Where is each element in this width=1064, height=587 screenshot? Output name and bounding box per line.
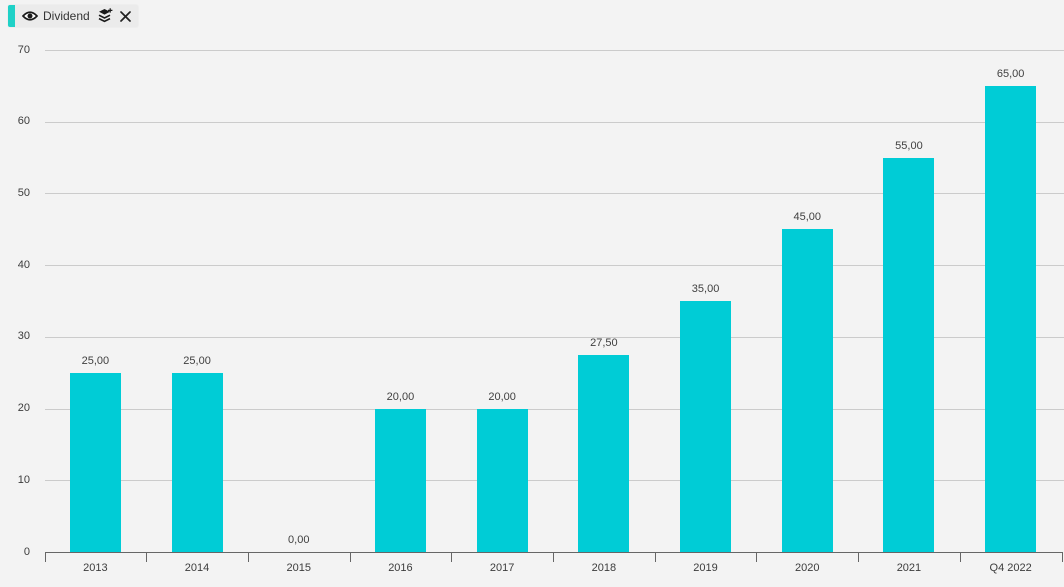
y-axis-label-60: 60	[17, 115, 30, 128]
gridline-70	[44, 50, 1064, 51]
bar-value-label: 25,00	[81, 354, 110, 367]
bar-value-label: 25,00	[183, 354, 211, 367]
y-axis-label-0: 0	[23, 545, 30, 558]
x-axis-label-2015: 2015	[286, 562, 311, 574]
close-icon[interactable]	[119, 10, 131, 22]
bar-2014[interactable]	[171, 372, 223, 552]
gridline-20	[44, 408, 1064, 410]
bar-value-label: 20,00	[488, 390, 516, 403]
y-axis-label-40: 40	[17, 258, 30, 271]
bar-2018[interactable]	[578, 354, 630, 552]
x-axis-tick	[756, 553, 758, 562]
gridline-10	[44, 480, 1064, 482]
gridline-30	[44, 336, 1064, 338]
y-axis-label-30: 30	[17, 330, 30, 343]
bar-2021[interactable]	[883, 157, 935, 552]
gridline-40	[44, 265, 1064, 267]
x-axis-tick	[553, 553, 554, 562]
x-axis-tick	[247, 553, 249, 562]
bar-2013[interactable]	[69, 372, 121, 552]
x-axis-label-2016: 2016	[388, 562, 413, 574]
bar-2020[interactable]	[781, 229, 833, 552]
eye-icon[interactable]	[22, 10, 38, 22]
x-axis-tick	[349, 553, 351, 562]
gridline-60	[44, 121, 1064, 123]
x-axis-label-2019: 2019	[693, 562, 718, 574]
y-axis-label-50: 50	[17, 186, 30, 199]
x-axis-tick	[44, 553, 46, 562]
x-axis-label-2014: 2014	[184, 562, 210, 574]
x-axis-tick	[654, 553, 656, 562]
bar-value-label: 0,00	[288, 534, 310, 546]
series-chip-dividend[interactable]: Dividend	[8, 5, 138, 27]
x-axis-tick	[451, 553, 453, 562]
x-axis-tick	[858, 553, 860, 562]
gridline-50	[44, 193, 1064, 195]
bar-value-label: 35,00	[691, 283, 720, 295]
x-axis-tick	[146, 553, 148, 562]
bar-2017[interactable]	[476, 408, 528, 552]
x-axis-label-2018: 2018	[591, 562, 617, 574]
x-axis-label-2017: 2017	[489, 562, 515, 574]
x-axis-line	[44, 552, 1063, 553]
x-axis-label-2013: 2013	[83, 562, 108, 574]
y-axis-label-10: 10	[17, 473, 30, 486]
x-axis-label-2020: 2020	[794, 562, 820, 574]
x-axis-label-2021: 2021	[896, 562, 922, 574]
bar-value-label: 55,00	[895, 139, 923, 152]
x-axis-tick	[959, 553, 961, 562]
bar-2016[interactable]	[374, 408, 426, 552]
bar-2019[interactable]	[680, 301, 732, 552]
bar-q4-2022[interactable]	[985, 85, 1037, 552]
y-axis-label-20: 20	[17, 402, 30, 415]
bar-value-label: 45,00	[793, 211, 822, 224]
bar-value-label: 27,50	[590, 336, 618, 349]
series-color-accent	[8, 5, 15, 27]
bar-value-label: 65,00	[996, 67, 1025, 80]
bar-value-label: 20,00	[386, 390, 415, 403]
x-axis-tick	[1061, 553, 1063, 562]
x-axis-label-q4-2022: Q4 2022	[989, 562, 1032, 574]
series-chip-label: Dividend	[43, 9, 90, 23]
y-axis-label-70: 70	[17, 43, 30, 56]
layers-icon[interactable]	[97, 8, 113, 24]
